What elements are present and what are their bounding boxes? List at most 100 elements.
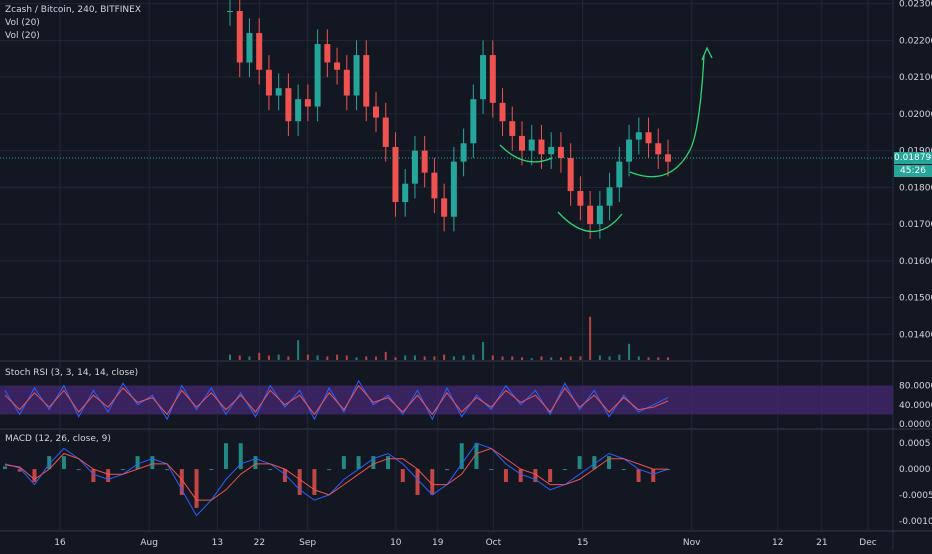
candle-body <box>295 99 302 122</box>
candle-body <box>304 99 311 107</box>
stoch-rsi-legend[interactable]: Stoch RSI (3, 3, 14, 14, close) <box>5 368 139 378</box>
volume-bar <box>238 355 241 360</box>
candle-body <box>606 187 613 206</box>
macd-histogram-bar <box>371 456 376 470</box>
volume-legend-2[interactable]: Vol (20) <box>5 31 40 41</box>
macd-histogram-bar <box>400 469 405 482</box>
candle-body <box>441 198 448 217</box>
candle-body <box>577 191 584 206</box>
last-price-tag: 0.018799 <box>894 152 932 164</box>
price-tick-label: 0.014000 <box>899 330 932 340</box>
x-tick-label: 16 <box>54 538 66 548</box>
volume-bar <box>491 355 494 360</box>
volume-bar <box>423 356 426 360</box>
macd-histogram-bar <box>120 469 125 471</box>
candle-body <box>509 121 516 136</box>
volume-bar <box>413 355 416 360</box>
macd-histogram-bar <box>179 469 184 495</box>
volume-bar <box>452 356 455 360</box>
candle-body <box>460 143 467 162</box>
macd-histogram-bar <box>430 469 435 495</box>
macd-histogram-bar <box>489 469 494 471</box>
macd-histogram-bar <box>209 469 214 471</box>
candle-body <box>567 157 574 192</box>
x-tick-label: 15 <box>577 538 588 548</box>
overbought-oversold-band <box>0 385 893 415</box>
drawing-breakout[interactable] <box>629 54 705 178</box>
candle-body <box>421 150 428 173</box>
x-tick-label: 21 <box>816 538 827 548</box>
macd-histogram-bar <box>224 443 228 470</box>
macd-signal-line <box>4 447 668 501</box>
macd-tick-label: -0.0005 <box>899 491 932 501</box>
candle-body <box>489 55 496 103</box>
volume-bar <box>248 356 251 360</box>
candle-body <box>402 183 409 203</box>
macd-histogram-bar <box>327 469 332 471</box>
macd-histogram-bar <box>548 469 553 482</box>
candle-body <box>324 44 331 63</box>
macd-histogram-bar <box>503 469 508 482</box>
macd-histogram-bar <box>76 469 81 471</box>
volume-bar <box>569 356 572 360</box>
volume-bar <box>667 357 669 360</box>
candle-body <box>363 55 370 107</box>
volume-bar <box>394 357 397 360</box>
volume-bar <box>345 355 348 360</box>
macd-tick-label: 0.0005 <box>899 439 931 449</box>
macd-histogram-bar <box>3 466 7 470</box>
macd-histogram-bar <box>150 456 155 470</box>
drawing-head[interactable] <box>557 211 623 233</box>
drawing-arrowhead[interactable] <box>701 46 713 61</box>
volume-bar <box>482 342 485 360</box>
candle-body <box>450 161 457 217</box>
volume-bar <box>375 356 377 360</box>
volume-bar <box>540 356 543 360</box>
macd-histogram-bar <box>47 456 52 470</box>
candle-body <box>548 146 555 155</box>
macd-histogram-bar <box>636 469 641 482</box>
macd-legend[interactable]: MACD (12, 26, close, 9) <box>5 434 111 444</box>
macd-histogram-bar <box>621 469 626 471</box>
price-tick-label: 0.018000 <box>899 183 932 193</box>
volume-bar <box>657 357 660 360</box>
volume-bar <box>229 354 231 360</box>
price-tick-label: 0.019000 <box>899 147 932 157</box>
candle-body <box>528 139 535 151</box>
volume-bar <box>472 354 475 360</box>
volume-bar <box>462 355 465 360</box>
volume-bar <box>433 356 436 360</box>
candle-body <box>557 146 564 158</box>
candle-body <box>499 102 506 122</box>
volume-bar <box>589 316 592 360</box>
macd-histogram-bar <box>518 469 523 482</box>
candle-body <box>411 150 418 184</box>
macd-histogram-bar <box>268 469 273 471</box>
candle-body <box>334 62 341 70</box>
volume-bar <box>404 355 407 360</box>
macd-histogram-bar <box>341 456 346 470</box>
x-tick-label: Aug <box>140 538 158 548</box>
volume-bar <box>306 354 309 360</box>
candle-body <box>480 55 487 100</box>
x-tick-label: 19 <box>432 538 444 548</box>
volume-bar <box>628 343 631 360</box>
volume-bar <box>443 354 446 360</box>
x-tick-label: 22 <box>254 538 265 548</box>
candle-body <box>246 33 253 63</box>
volume-legend-1[interactable]: Vol (20) <box>5 18 40 28</box>
volume-bar <box>384 351 387 360</box>
candle-body <box>655 143 662 155</box>
macd-histogram-bar <box>533 469 538 482</box>
volume-bar <box>530 358 533 360</box>
drawing-left-shoulder[interactable] <box>499 144 553 163</box>
macd-histogram-bar <box>253 456 258 470</box>
volume-bar <box>326 356 329 360</box>
candle-body <box>596 205 603 225</box>
candle-body <box>470 99 477 144</box>
symbol-legend[interactable]: Zcash / Bitcoin, 240, BITFINEX <box>5 5 142 15</box>
macd-macd-line <box>4 442 669 517</box>
candle-body <box>236 11 243 63</box>
